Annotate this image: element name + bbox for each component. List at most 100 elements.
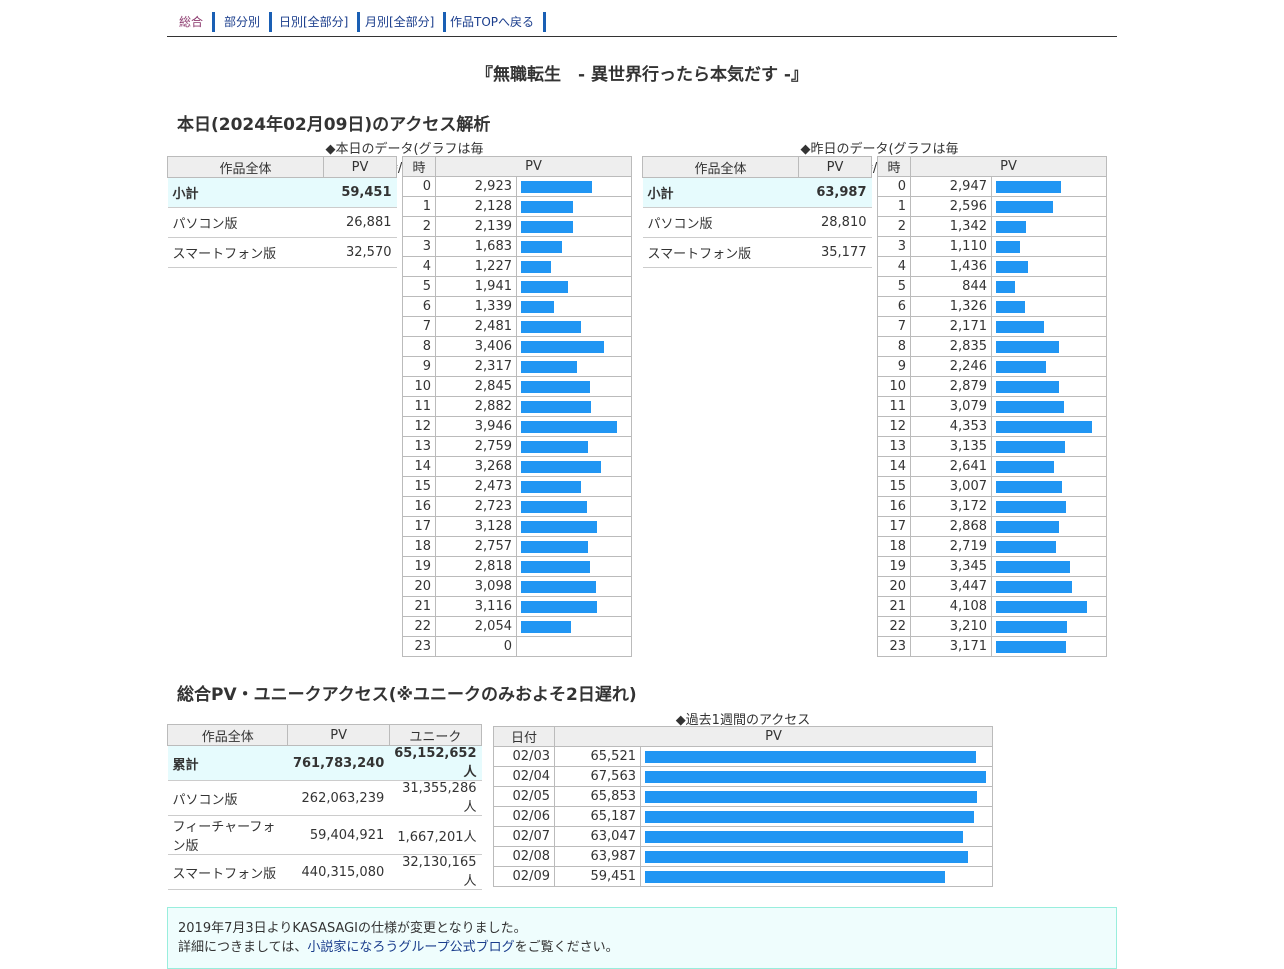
hour-cell: 21	[877, 596, 911, 617]
nav-item[interactable]: 日別[全部分]	[279, 12, 361, 32]
hour-pv: 2,641	[910, 456, 992, 477]
hour-cell: 19	[402, 556, 436, 577]
row-label: スマートフォン版	[642, 237, 799, 268]
hour-pv: 2,473	[435, 476, 517, 497]
hour-row: 8 2,835	[877, 336, 1107, 357]
hour-cell: 18	[877, 536, 911, 557]
bar-cell	[991, 176, 1107, 197]
row-pv: 59,404,921	[287, 815, 390, 855]
hour-row: 15 3,007	[877, 476, 1107, 497]
bar-cell	[640, 746, 993, 767]
pv-bar	[996, 480, 1063, 493]
pv-bar	[521, 340, 604, 353]
pv-bar	[645, 770, 986, 783]
bar-cell	[991, 196, 1107, 217]
hour-row: 20 3,447	[877, 576, 1107, 597]
hour-pv: 2,868	[910, 516, 992, 537]
nav-item[interactable]: 部分別	[224, 12, 273, 32]
hour-pv: 2,481	[435, 316, 517, 337]
hour-row: 5 1,941	[402, 276, 632, 297]
hour-cell: 11	[402, 396, 436, 417]
hour-cell: 2	[402, 216, 436, 237]
today-hourly-table: 時 PV 0 2,923 1 2,128 2 2,139 3 1,683 4 1,227 5 1,94…	[402, 156, 632, 657]
hour-row: 22 3,210	[877, 616, 1107, 637]
pv-bar	[521, 520, 598, 533]
hour-pv: 3,406	[435, 336, 517, 357]
bar-cell	[516, 476, 632, 497]
row-label: スマートフォン版	[167, 854, 288, 890]
nav-item[interactable]: 月別[全部分]	[365, 12, 447, 32]
summary-row: パソコン版 28,810	[642, 207, 872, 238]
hour-pv: 2,139	[435, 216, 517, 237]
pv-bar	[521, 240, 562, 253]
week-caption: ◆過去1週間のアクセス	[675, 713, 811, 728]
bar-cell	[516, 596, 632, 617]
hour-row: 5 844	[877, 276, 1107, 297]
summary-row: フィーチャーフォン版 59,404,921 1,667,201人	[167, 815, 482, 855]
hour-cell: 12	[877, 416, 911, 437]
week-pv: 67,563	[554, 766, 641, 787]
hour-row: 6 1,339	[402, 296, 632, 317]
pv-bar	[521, 300, 554, 313]
nav-item[interactable]: 作品TOPへ戻る	[450, 12, 547, 32]
week-date: 02/05	[493, 786, 555, 807]
hour-row: 1 2,596	[877, 196, 1107, 217]
week-date: 02/08	[493, 846, 555, 867]
week-row: 02/03 65,521	[493, 746, 993, 767]
header-date: 日付	[493, 726, 555, 747]
official-blog-link[interactable]: 小説家になろうグループ公式ブログ	[307, 940, 515, 955]
week-date: 02/07	[493, 826, 555, 847]
pv-bar	[521, 420, 617, 433]
hour-pv: 2,246	[910, 356, 992, 377]
pv-bar	[996, 620, 1067, 633]
week-date: 02/09	[493, 866, 555, 887]
nav-item[interactable]: 総合	[179, 12, 216, 32]
summary-row: パソコン版 262,063,239 31,355,286人	[167, 780, 482, 816]
hour-cell: 7	[402, 316, 436, 337]
pv-bar	[645, 790, 978, 803]
hour-cell: 13	[877, 436, 911, 457]
pv-bar	[996, 640, 1066, 653]
hour-row: 3 1,110	[877, 236, 1107, 257]
hour-row: 23 0	[402, 636, 632, 657]
row-pv: 262,063,239	[287, 780, 390, 816]
bar-cell	[640, 806, 993, 827]
pv-bar	[521, 220, 574, 233]
hour-row: 15 2,473	[402, 476, 632, 497]
pv-bar	[996, 560, 1070, 573]
bar-cell	[516, 556, 632, 577]
hour-pv: 3,447	[910, 576, 992, 597]
week-row: 02/06 65,187	[493, 806, 993, 827]
hour-pv: 2,923	[435, 176, 517, 197]
bar-cell	[991, 316, 1107, 337]
pv-bar	[996, 280, 1015, 293]
row-pv: 28,810	[798, 207, 872, 238]
hour-pv: 1,683	[435, 236, 517, 257]
row-label: パソコン版	[167, 780, 288, 816]
bar-cell	[516, 376, 632, 397]
bar-cell	[640, 786, 993, 807]
bar-cell	[991, 356, 1107, 377]
hour-row: 4 1,436	[877, 256, 1107, 277]
row-label: スマートフォン版	[167, 237, 324, 268]
total-summary-table: 作品全体 PV ユニーク 累計 761,783,240 65,152,652人 パソコ…	[166, 724, 483, 890]
pv-bar	[996, 540, 1056, 553]
hour-cell: 9	[877, 356, 911, 377]
yesterday-summary-table: 作品全体 PV 小計 63,987 パソコン版 28,810 スマートフォン版 35,17…	[642, 156, 872, 268]
hour-row: 1 2,128	[402, 196, 632, 217]
hour-cell: 12	[402, 416, 436, 437]
summary-row: スマートフォン版 35,177	[642, 237, 872, 268]
pv-bar	[521, 580, 597, 593]
hour-pv: 2,596	[910, 196, 992, 217]
hour-pv: 1,227	[435, 256, 517, 277]
row-pv: 761,783,240	[287, 745, 390, 781]
hour-cell: 3	[402, 236, 436, 257]
hour-pv: 2,882	[435, 396, 517, 417]
hour-pv: 3,007	[910, 476, 992, 497]
pv-bar	[996, 240, 1021, 253]
hour-row: 23 3,171	[877, 636, 1107, 657]
week-pv: 63,987	[554, 846, 641, 867]
header-work: 作品全体	[166, 724, 289, 746]
bar-cell	[516, 496, 632, 517]
header-hour: 時	[877, 156, 911, 177]
